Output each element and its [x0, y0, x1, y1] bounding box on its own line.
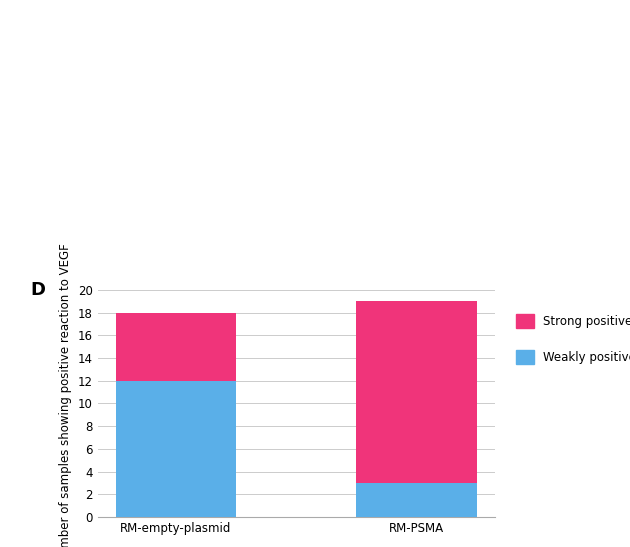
Legend: Strong positive, Weakly positive: Strong positive, Weakly positive — [517, 314, 630, 364]
Text: D: D — [30, 281, 45, 299]
Y-axis label: Number of samples showing positive reaction to VEGF: Number of samples showing positive react… — [59, 243, 72, 547]
Bar — [116, 313, 236, 381]
Bar — [356, 483, 476, 517]
Bar — [356, 301, 476, 483]
Bar — [116, 381, 236, 517]
